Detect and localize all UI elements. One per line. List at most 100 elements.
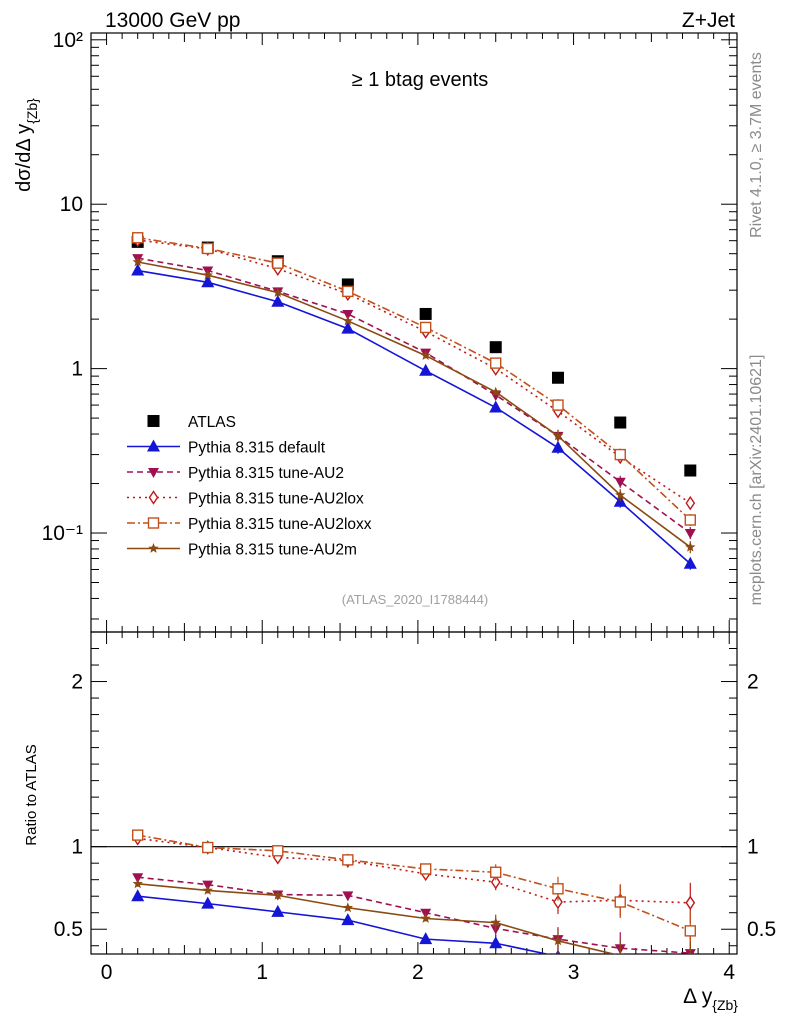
ratio-point-1 [132, 873, 144, 884]
ratio-point-4 [272, 889, 283, 900]
y-tick-label-ratio-right: 0.5 [747, 918, 776, 941]
main-point-1 [201, 275, 215, 288]
main-point-5 [552, 430, 564, 441]
ratio-point-0 [684, 962, 697, 974]
ratio-series-line-4 [137, 883, 617, 954]
x-tick-label: 1 [256, 961, 268, 984]
ratio-point-2 [490, 874, 501, 890]
ratio-point-0 [201, 896, 215, 909]
main-point-4 [202, 242, 214, 255]
main-point-0 [489, 341, 502, 354]
main-point-0 [614, 416, 627, 429]
legend: ATLAS Pythia 8.315 default Pythia 8.315 tu… [127, 414, 372, 559]
ratio-point-4 [342, 902, 354, 913]
main-point-2 [684, 529, 696, 540]
x-tick-label: 0 [101, 961, 113, 984]
main-series-line-3 [137, 239, 691, 504]
main-point-1 [551, 440, 565, 453]
main-y-axis-title-main: dσ/dΔ y [13, 124, 35, 192]
legend-label-5: Pythia 8.315 tune-AU2m [188, 542, 357, 559]
ratio-point-4 [552, 935, 564, 946]
main-point-3 [685, 495, 696, 511]
main-point-0 [684, 464, 697, 477]
main-point-4 [614, 448, 626, 461]
ratio-point-2 [553, 894, 563, 910]
y-tick-label-main: 10⁻¹ [42, 522, 83, 545]
main-point-4 [684, 514, 697, 526]
main-point-2 [614, 477, 626, 488]
ratio-series-line-0 [137, 895, 551, 954]
x-axis-title-main: Δ y [683, 985, 713, 1008]
legend-marker-3 [148, 490, 159, 505]
main-y-axis-title: dσ/dΔ y{Zb} [13, 98, 40, 192]
ratio-point-3 [202, 841, 214, 854]
ratio-point-3 [272, 845, 284, 857]
legend-label-0: ATLAS [188, 414, 236, 431]
ratio-point-3 [131, 829, 144, 841]
ratio-point-4 [685, 957, 695, 967]
ratio-point-4 [615, 950, 626, 954]
main-point-5 [615, 489, 626, 500]
ratio-point-0 [489, 936, 503, 949]
legend-label-4: Pythia 8.315 tune-AU2loxx [188, 516, 372, 533]
legend-label-3: Pythia 8.315 tune-AU2lox [188, 491, 364, 508]
ratio-point-3 [552, 883, 564, 895]
ratio-point-2 [685, 895, 696, 911]
ratio-plot-area [131, 829, 697, 974]
ratio-point-1 [342, 891, 354, 902]
ratio-point-4 [420, 913, 431, 923]
ratio-plot-frame [90, 631, 738, 955]
ratio-point-4 [490, 917, 501, 928]
analysis-label: (ATLAS_2020_I1788444) [342, 592, 488, 607]
ratio-point-3 [490, 866, 502, 878]
legend-marker-5 [148, 543, 159, 553]
legend-marker-0 [147, 415, 160, 427]
y-tick-label-main: 10 [60, 193, 83, 216]
main-point-0 [419, 307, 432, 320]
y-tick-label-ratio: 2 [71, 671, 83, 694]
main-point-4 [552, 399, 564, 411]
x-axis-title: Δ y{Zb} [683, 985, 738, 1013]
main-point-0 [551, 371, 564, 384]
main-point-4 [490, 357, 502, 369]
ratio-point-0 [131, 889, 145, 902]
main-point-2 [342, 309, 354, 320]
main-point-1 [419, 363, 433, 376]
x-axis-title-sub: {Zb} [712, 997, 738, 1013]
main-point-5 [490, 386, 501, 397]
ratio-plot-panel: 0 1 2 3 4 0.5 0.5 1 1 2 2 [54, 33, 776, 984]
ratio-y-axis-title: Ratio to ATLAS [23, 744, 40, 845]
main-plot-area [131, 232, 697, 570]
main-point-1 [271, 294, 285, 307]
legend-marker-1 [147, 439, 160, 452]
selection-label: ≥ 1 btag events [352, 69, 489, 91]
main-point-5 [132, 256, 143, 267]
y-tick-label-ratio: 0.5 [54, 918, 83, 941]
ratio-point-3 [419, 863, 432, 875]
mcplots-label: mcplots.cern.ch [arXiv:2401.10621] [748, 355, 765, 606]
ratio-point-0 [271, 904, 285, 917]
process-label: Z+Jet [682, 9, 735, 32]
main-point-4 [272, 257, 284, 269]
main-y-axis-title-sub: {Zb} [24, 98, 40, 124]
main-point-4 [342, 285, 354, 298]
ratio-point-0 [341, 913, 355, 926]
main-point-4 [419, 321, 432, 334]
ratio-point-4 [202, 884, 213, 895]
ratio-series-line-1 [137, 876, 691, 954]
legend-marker-4 [147, 517, 160, 529]
energy-label: 13000 GeV pp [105, 9, 240, 32]
main-point-1 [683, 556, 697, 569]
main-point-1 [131, 263, 145, 276]
ratio-point-3 [684, 925, 697, 937]
main-point-5 [272, 287, 283, 297]
main-point-1 [489, 400, 503, 413]
main-plot-panel: 10⁻¹ 1 10 10² [42, 29, 738, 633]
y-tick-label-main: 10² [53, 29, 83, 52]
main-point-5 [202, 269, 213, 280]
x-tick-label: 3 [568, 961, 580, 984]
main-point-1 [341, 321, 355, 334]
main-point-5 [685, 541, 696, 552]
ratio-point-3 [342, 854, 354, 866]
